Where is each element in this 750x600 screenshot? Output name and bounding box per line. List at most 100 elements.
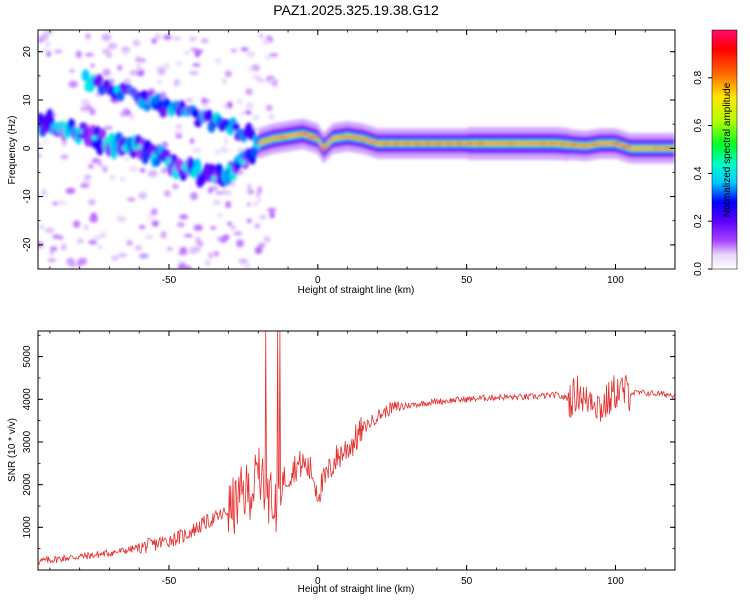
spectrogram-y-ticks: -20 -10 0 10 20: [22, 46, 675, 270]
spectrogram-noise-blob: [46, 51, 51, 57]
spectrogram-bright-spot: [62, 123, 68, 129]
spectrogram-noise-blob: [151, 220, 160, 227]
spectrogram-noise-blob: [38, 142, 41, 147]
spectrogram-noise-blob: [88, 163, 94, 169]
spectrogram-y-axis-label: Frequency (Hz): [7, 116, 18, 185]
snr-y-tick-label: 3000: [22, 430, 33, 453]
spectrogram-y-tick-label: 0: [22, 145, 33, 151]
spectrogram-noise-blob: [60, 243, 67, 251]
spectrogram-noise-blob: [205, 260, 211, 266]
spectrogram-noise-blob: [210, 226, 217, 230]
spectrogram-noise-blob: [172, 183, 179, 189]
spectrogram-noise-blob: [262, 39, 271, 45]
spectrogram-noise-blob: [102, 68, 111, 77]
spectrogram-noise-blob: [269, 53, 279, 57]
spectrogram-noise-blob: [194, 51, 201, 58]
spectrogram-noise-blob: [193, 224, 203, 231]
spectrogram-upper-streak-blob: [191, 108, 200, 118]
figure-title: PAZ1.2025.325.19.38.G12: [273, 2, 439, 18]
spectrogram-noise-blob: [128, 166, 139, 172]
spectrogram-noise-blob: [267, 78, 277, 84]
spectrogram-noise-blob: [129, 113, 134, 120]
spectrogram-noise-blob: [85, 33, 91, 40]
spectrogram-noise-blob: [127, 197, 136, 202]
spectrogram-noise-blob: [80, 106, 90, 112]
spectrogram-noise-blob: [183, 234, 193, 238]
spectrogram-ridge-peak: [516, 142, 527, 145]
spectrogram-bright-spot: [226, 164, 232, 170]
spectrogram-noise-blob: [254, 246, 263, 255]
spectrogram-noise-blob: [45, 227, 55, 234]
spectrogram-noise-blob: [248, 67, 255, 72]
spectrogram-noise-blob: [119, 176, 126, 182]
spectrogram-ridge-peak: [527, 142, 538, 145]
spectrogram-noise-blob: [246, 51, 256, 58]
snr-background: [38, 331, 675, 570]
spectrogram-noise-blob: [192, 147, 202, 154]
spectrogram-noise-blob: [90, 64, 95, 68]
spectrogram-noise-blob: [259, 33, 264, 39]
spectrogram-image: [38, 30, 675, 269]
spectrogram-noise-blob: [157, 68, 166, 76]
spectrogram-noise-blob: [40, 33, 49, 41]
spectrogram-ridge-peak: [641, 146, 652, 150]
spectrogram-noise-blob: [41, 188, 48, 197]
spectrogram-ridge-peak: [568, 143, 579, 147]
snr-x-ticks: -50 0 50 100: [49, 331, 676, 587]
spectrogram-noise-blob: [222, 78, 227, 84]
spectrogram-noise-blob: [269, 212, 275, 219]
colorbar-ticks: 0.0 0.2 0.4 0.6 0.8: [693, 70, 712, 276]
snr-x-axis-label: Height of straight line (km): [298, 584, 415, 595]
spectrogram-ridge-peak: [464, 142, 475, 145]
spectrogram-noise-blob: [216, 236, 225, 241]
spectrogram-noise-blob: [43, 47, 49, 53]
spectrogram-lower-streak-blob: [162, 149, 171, 161]
spectrogram-noise-blob: [265, 104, 273, 112]
spectrogram-noise-blob: [258, 214, 267, 220]
spectrogram-noise-blob: [220, 189, 227, 195]
spectrogram-noise-blob: [247, 183, 252, 190]
spectrogram-noise-blob: [154, 33, 162, 40]
spectrogram-lower-streak-blob: [98, 128, 107, 140]
spectrogram-noise-blob: [230, 225, 236, 231]
spectrogram-noise-blob: [117, 253, 128, 257]
spectrogram-noise-blob: [227, 221, 232, 226]
spectrogram-noise-blob: [245, 101, 255, 110]
spectrogram-noise-blob: [175, 81, 182, 86]
spectrogram-ridge-peak: [391, 142, 402, 145]
spectrogram-noise-blob: [49, 251, 54, 256]
spectrogram-noise-blob: [60, 155, 69, 159]
spectrogram-bright-spot: [151, 154, 157, 160]
spectrogram-noise-blob: [72, 220, 81, 228]
snr-y-tick-label: 2000: [22, 473, 33, 496]
spectrogram-noise-blob: [136, 64, 142, 73]
snr-series-line: [38, 331, 675, 565]
colorbar-tick-label: 0.8: [693, 70, 704, 84]
spectrogram-noise-blob: [189, 36, 197, 42]
spectrogram-ridge-peak: [318, 146, 329, 150]
spectrogram-ridge-peak: [547, 142, 558, 145]
spectrogram-ridge-peak: [443, 142, 454, 145]
spectrogram-noise-blob: [217, 213, 223, 217]
spectrogram-bright-spot: [166, 157, 172, 163]
spectrogram-noise-blob: [87, 199, 96, 206]
spectrogram-noise-blob: [54, 49, 63, 53]
spectrogram-bright-spot: [77, 128, 83, 134]
spectrogram-bright-spot: [136, 144, 142, 150]
spectrogram-noise-blob: [202, 105, 210, 109]
spectrogram-noise-blob: [188, 71, 199, 76]
spectrogram-noise-blob: [68, 80, 79, 88]
spectrogram-noise-blob: [102, 48, 111, 55]
spectrogram-noise-blob: [97, 245, 103, 249]
spectrogram-noise-blob: [177, 221, 185, 228]
spectrogram-noise-blob: [175, 124, 183, 130]
spectrogram-noise-blob: [101, 33, 112, 42]
spectrogram-ridge-peak: [589, 143, 600, 146]
spectrogram-noise-blob: [138, 225, 146, 230]
spectrogram-upper-streak-blob: [247, 127, 256, 141]
spectrogram-noise-blob: [107, 42, 118, 50]
spectrogram-bright-spot: [211, 176, 217, 182]
spectrogram-noise-blob: [97, 159, 102, 168]
snr-x-tick-label: 50: [461, 576, 473, 587]
spectrogram-noise-blob: [215, 58, 222, 64]
